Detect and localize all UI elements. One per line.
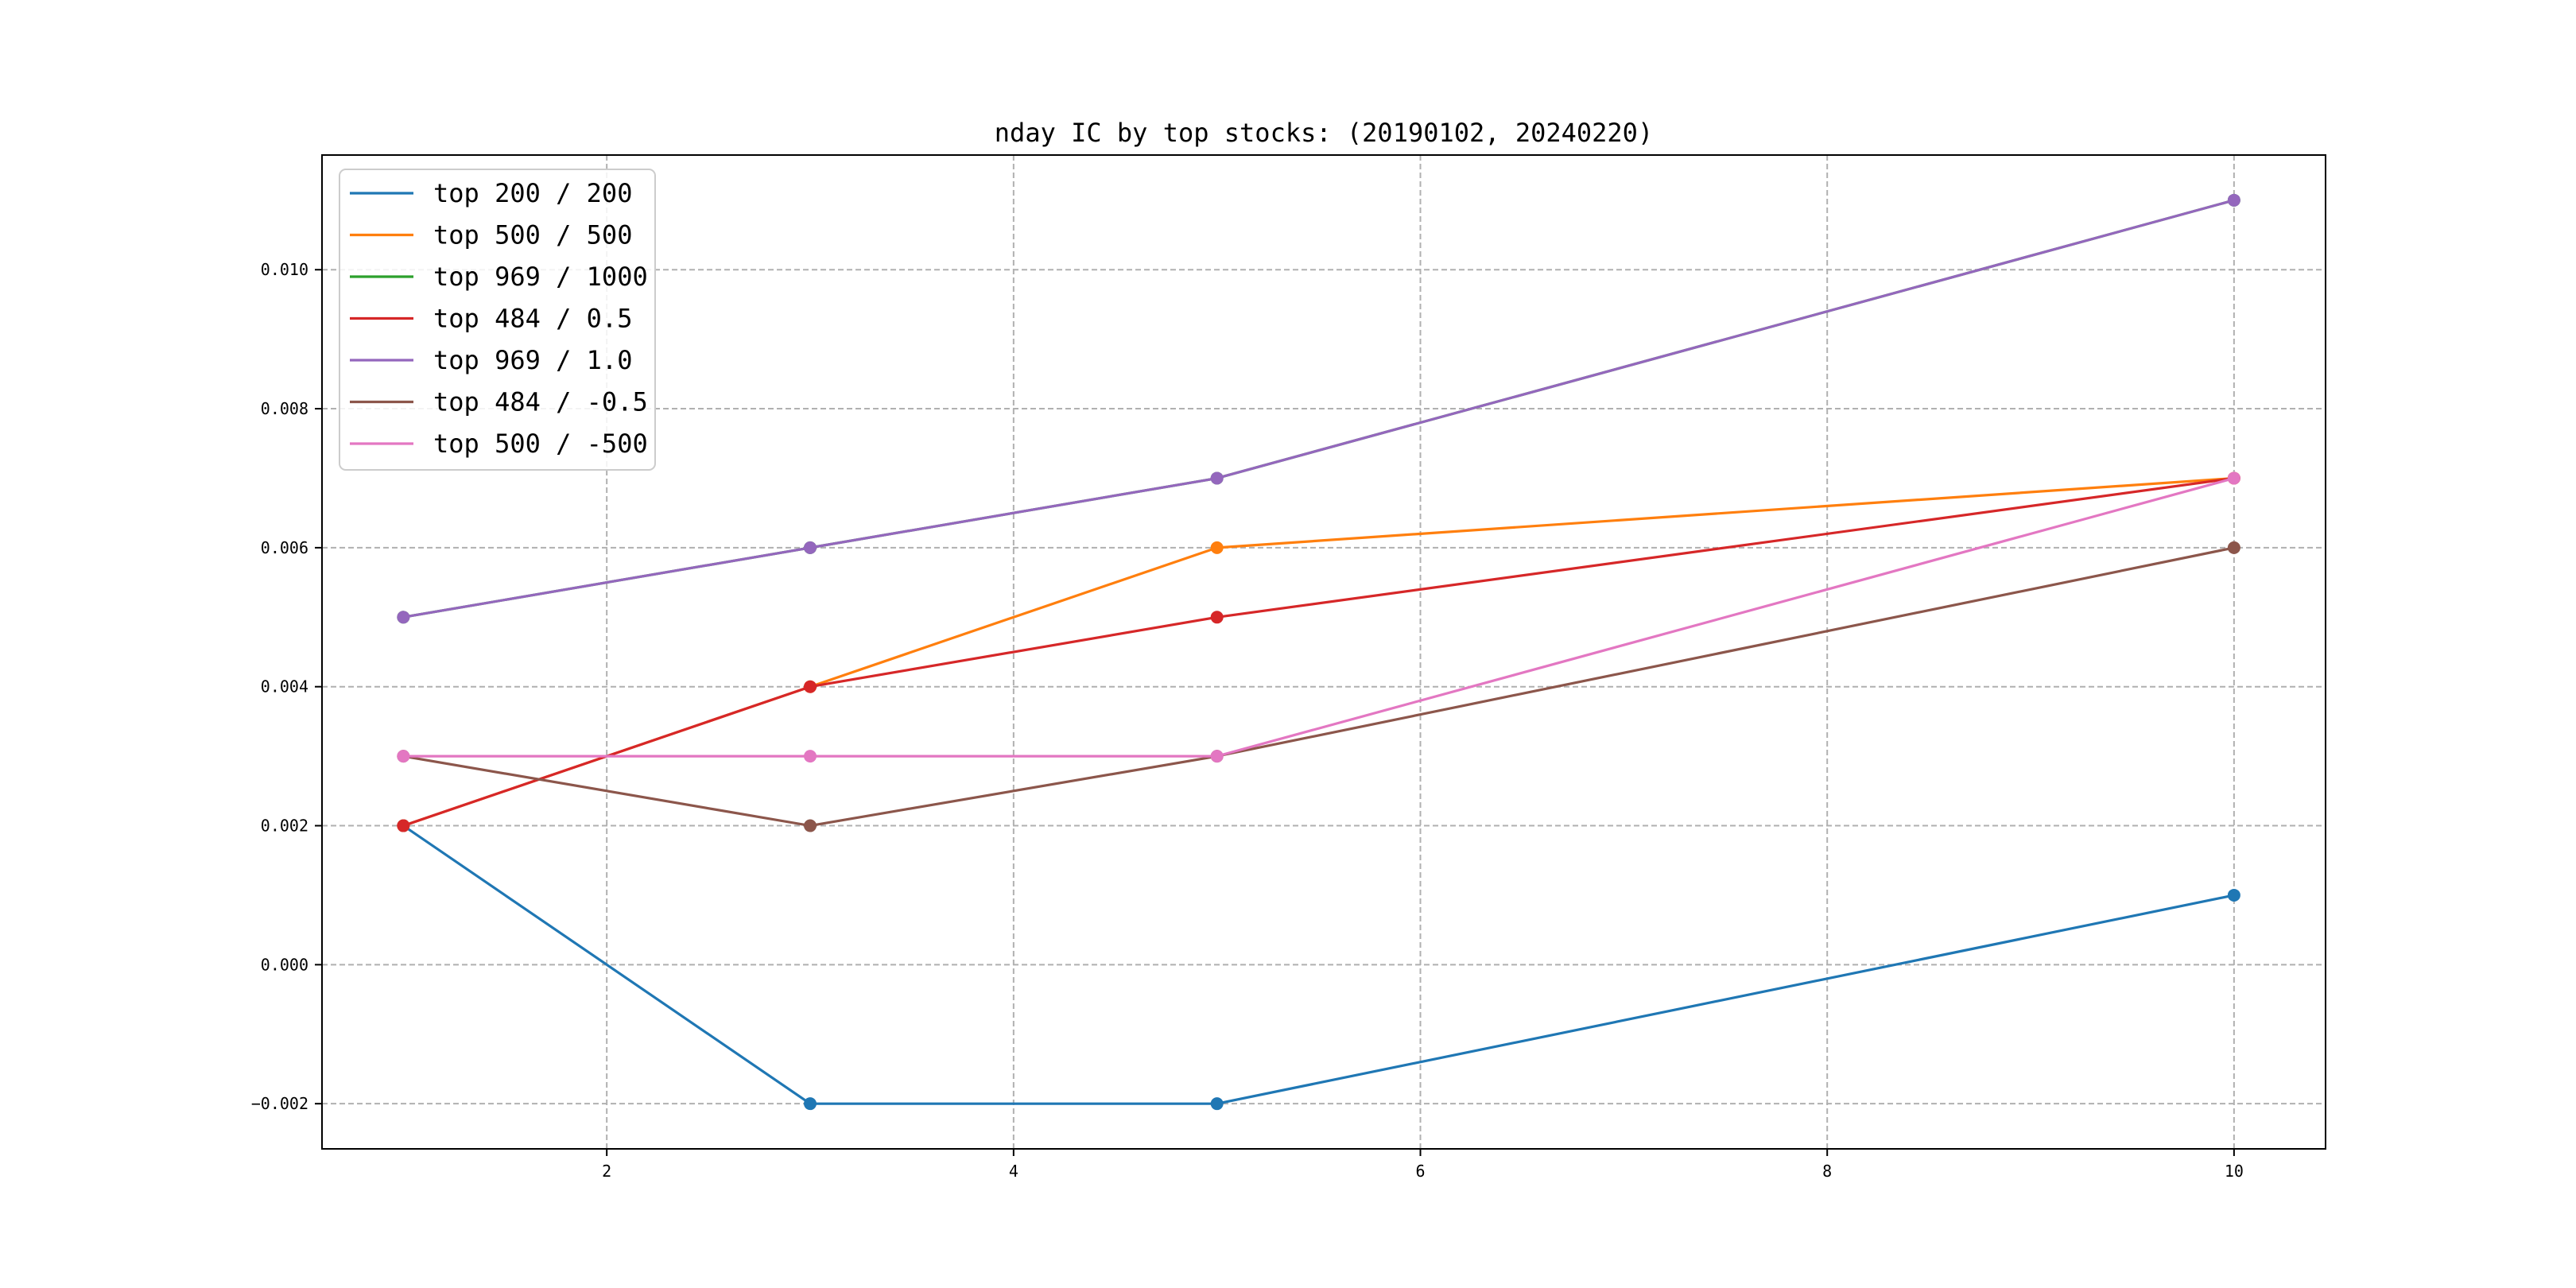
legend-label: top 500 / 500	[433, 220, 632, 250]
data-point	[1210, 471, 1224, 485]
x-tick-label: 6	[1415, 1162, 1425, 1181]
data-point	[397, 750, 410, 763]
legend-item: top 200 / 200	[350, 178, 632, 208]
data-point	[1210, 750, 1224, 763]
data-point	[397, 819, 410, 832]
y-tick-label: 0.004	[261, 677, 308, 696]
x-tick-label: 2	[602, 1162, 611, 1181]
y-tick-label: −0.002	[251, 1094, 308, 1113]
x-axis: 2 4 6 8 10	[602, 1149, 2244, 1181]
legend: top 200 / 200 top 500 / 500 top 969 / 1000…	[339, 169, 656, 471]
series-line	[403, 199, 2235, 619]
legend-item: top 484 / 0.5	[350, 304, 632, 334]
data-point	[804, 541, 817, 554]
series-line	[403, 476, 2235, 758]
legend-label: top 969 / 1.0	[433, 345, 632, 375]
data-point	[1210, 611, 1224, 624]
data-point	[804, 750, 817, 763]
legend-label: top 200 / 200	[433, 178, 632, 208]
legend-item: top 484 / -0.5	[350, 387, 648, 417]
data-point	[1210, 1097, 1224, 1111]
legend-label: top 969 / 1000	[433, 262, 648, 292]
series-layer	[397, 193, 2240, 1111]
series-4	[397, 193, 2240, 624]
y-tick-label: 0.002	[261, 817, 308, 836]
data-point	[2227, 193, 2240, 207]
x-tick-label: 4	[1009, 1162, 1018, 1181]
data-point	[397, 611, 410, 624]
y-axis: −0.002 0.000 0.002 0.004 0.006 0.008 0.010	[251, 260, 322, 1113]
chart-title: nday IC by top stocks: (20190102, 202402…	[995, 118, 1653, 148]
data-point	[2227, 541, 2240, 554]
legend-box	[339, 169, 656, 471]
legend-label: top 484 / 0.5	[433, 304, 632, 334]
series-line	[403, 546, 2235, 828]
data-point	[1210, 541, 1224, 554]
legend-label: top 484 / -0.5	[433, 387, 648, 417]
series-line	[402, 824, 2235, 1105]
series-6	[397, 471, 2240, 763]
legend-label: top 500 / -500	[433, 429, 648, 459]
plot-area-frame	[321, 154, 2326, 1150]
data-point	[2227, 888, 2240, 902]
y-tick-label: 0.008	[261, 399, 308, 418]
data-point	[804, 1097, 817, 1111]
data-point	[2227, 471, 2240, 485]
legend-item: top 969 / 1000	[350, 262, 648, 292]
x-tick-label: 8	[1822, 1162, 1832, 1181]
data-point	[804, 680, 817, 693]
x-tick-label: 10	[2225, 1162, 2244, 1181]
y-tick-label: 0.000	[261, 955, 308, 974]
legend-item: top 500 / -500	[350, 429, 648, 459]
legend-item: top 500 / 500	[350, 220, 632, 250]
legend-item: top 969 / 1.0	[350, 345, 632, 375]
y-tick-label: 0.006	[261, 538, 308, 557]
data-point	[804, 819, 817, 832]
y-tick-label: 0.010	[261, 260, 308, 279]
